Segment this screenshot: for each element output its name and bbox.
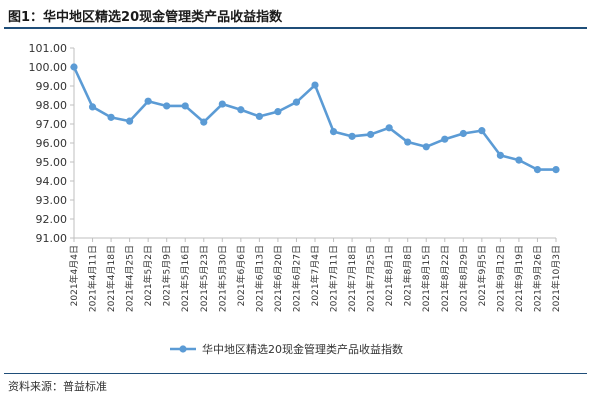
data-point	[311, 81, 319, 89]
x-tick-label: 2021年4月18日	[105, 245, 117, 312]
legend-swatch-marker	[179, 345, 187, 353]
y-tick-label: 98.00	[36, 99, 68, 112]
data-point	[404, 138, 412, 146]
y-tick-label: 97.00	[36, 118, 68, 131]
y-tick-label: 92.00	[36, 213, 68, 226]
x-tick-label: 2021年8月8日	[402, 245, 414, 306]
y-axis: 91.00 92.00 93.00 94.00 95.00 96.00 97.00 98.00…	[29, 42, 75, 245]
x-tick-label: 2021年5月9日	[161, 245, 173, 306]
data-point	[459, 129, 467, 138]
data-point	[422, 143, 430, 151]
x-tick-label: 2021年4月4日	[68, 245, 80, 306]
source-note: 资料来源：普益标准	[8, 380, 107, 393]
data-point	[552, 166, 560, 174]
x-tick-label: 2021年9月12日	[494, 245, 506, 312]
data-point	[385, 124, 393, 132]
y-tick-label: 91.00	[36, 232, 68, 245]
data-point	[329, 128, 338, 136]
y-tick-label: 101.00	[29, 42, 68, 55]
x-tick-label: 2021年6月27日	[290, 245, 302, 312]
x-tick-label: 2021年4月25日	[124, 245, 136, 312]
y-tick-label: 95.00	[36, 156, 68, 169]
x-tick-label: 2021年5月16日	[179, 245, 191, 312]
data-point	[88, 103, 97, 111]
x-tick-label: 2021年8月29日	[457, 245, 469, 312]
x-tick-label: 2021年9月5日	[476, 245, 488, 306]
data-point	[367, 130, 375, 139]
legend: 华中地区精选20现金管理类产品收益指数	[170, 342, 403, 356]
y-tick-label: 96.00	[36, 137, 68, 150]
data-point	[181, 102, 189, 110]
legend-label: 华中地区精选20现金管理类产品收益指数	[202, 342, 403, 356]
x-tick-label: 2021年4月11日	[87, 245, 99, 312]
x-tick-label: 2021年7月25日	[365, 245, 377, 312]
data-point	[533, 166, 542, 174]
top-rule	[4, 27, 587, 29]
x-tick-label: 2021年8月1日	[383, 245, 395, 306]
data-point	[274, 108, 282, 116]
y-tick-label: 100.00	[29, 61, 68, 74]
x-tick-label: 2021年8月15日	[420, 245, 432, 312]
chart-title: 图1：华中地区精选20现金管理类产品收益指数	[8, 10, 283, 25]
x-tick-label: 2021年6月20日	[272, 245, 284, 312]
data-point	[218, 100, 226, 108]
data-point	[163, 102, 171, 110]
x-tick-label: 2021年6月13日	[253, 245, 265, 312]
x-tick-label: 2021年8月22日	[439, 245, 451, 312]
x-tick-label: 2021年5月2日	[142, 245, 154, 306]
data-point	[348, 132, 356, 140]
data-point	[107, 113, 115, 121]
data-point	[70, 63, 78, 71]
data-point	[292, 98, 301, 106]
x-tick-label: 2021年9月19日	[513, 245, 525, 312]
data-point	[237, 106, 245, 114]
data-point	[126, 117, 134, 125]
x-tick-label: 2021年5月30日	[216, 245, 228, 312]
data-point	[200, 118, 208, 126]
data-point	[255, 112, 263, 120]
x-tick-label: 2021年5月23日	[198, 245, 210, 312]
x-tick-label: 2021年7月4日	[309, 245, 321, 306]
bottom-rule	[4, 373, 587, 374]
data-point	[144, 97, 152, 105]
data-point	[515, 156, 523, 164]
x-tick-label: 2021年9月26日	[531, 245, 543, 312]
data-point	[478, 127, 486, 135]
plot-area	[70, 63, 560, 174]
y-tick-label: 94.00	[36, 175, 68, 188]
x-tick-label: 2021年7月18日	[346, 245, 358, 312]
x-tick-label: 2021年6月6日	[235, 245, 247, 306]
x-tick-label: 2021年7月11日	[328, 245, 340, 312]
y-tick-label: 93.00	[36, 194, 68, 207]
y-tick-label: 99.00	[36, 80, 68, 93]
data-point	[441, 135, 449, 143]
x-tick-label: 2021年10月3日	[550, 245, 562, 312]
data-point	[496, 151, 504, 159]
x-axis: 2021年4月4日 2021年4月11日 2021年4月18日 2021年4月25日 2…	[68, 237, 562, 312]
